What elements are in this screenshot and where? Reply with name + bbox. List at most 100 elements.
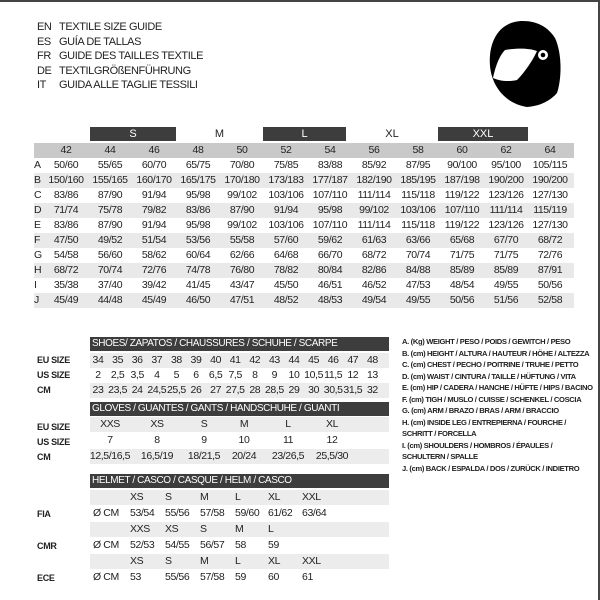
table-cell: 190/200	[488, 174, 524, 186]
glove-size-cell: 25,5/30	[315, 450, 349, 462]
table-cell: 127/130	[532, 219, 568, 231]
column-header: 44	[104, 144, 116, 156]
table-cell: 62/66	[229, 249, 255, 261]
title-text: GUÍA DE TALLAS	[59, 35, 142, 48]
glove-row-label: EU SIZE	[37, 422, 70, 432]
table-cell: 44/48	[97, 294, 123, 306]
helmet-value-cell: 63/64	[302, 507, 327, 519]
shoes-header: SHOES/ ZAPATOS / CHAUSSURES / SCHUHE / S…	[90, 337, 389, 351]
shoe-size-cell: 10	[288, 369, 300, 381]
shoe-size-cell: 44	[288, 354, 300, 366]
glove-size-cell: 7	[107, 434, 113, 446]
table-cell: 99/102	[359, 204, 389, 216]
table-cell: 119/122	[444, 189, 480, 201]
helmet-size-cell: XL	[268, 491, 281, 503]
helmet-value-cell: 55/56	[165, 571, 190, 583]
shoe-size-cell: 27	[210, 384, 222, 396]
legend-line: SCHRITT / FORCELLA	[402, 429, 477, 438]
table-cell: 99/102	[227, 219, 257, 231]
table-cell: 47/51	[229, 294, 255, 306]
table-cell: 83/86	[185, 204, 211, 216]
table-cell: 78/82	[273, 264, 299, 276]
helmet-size-cell: XS	[165, 523, 179, 535]
helmet-size-cell: M	[200, 555, 209, 567]
table-cell: 95/98	[185, 219, 211, 231]
table-cell: 39/42	[141, 279, 167, 291]
lang-code: IT	[37, 79, 46, 91]
shoe-size-cell: 11,5	[324, 369, 343, 381]
table-cell: 187/198	[444, 174, 480, 186]
glove-size-cell: 11	[282, 434, 294, 446]
table-cell: 46/52	[361, 279, 387, 291]
shoe-size-cell: 48	[366, 354, 378, 366]
shoe-size-cell: 10,5	[304, 369, 324, 381]
title-text: TEXTILE SIZE GUIDE	[59, 21, 162, 33]
helmet-value-cell: 53/54	[130, 507, 155, 519]
column-header: 64	[544, 144, 556, 156]
helmet-value-cell: 55/56	[165, 507, 190, 519]
table-cell: 70/80	[229, 159, 255, 171]
helmet-value-row: Ø CM 53 55/56 57/58 59 60 61	[90, 570, 389, 585]
helmet-value-cell: 54/55	[165, 539, 190, 551]
title-de: DE TEXTILGRÖßENFÜHRUNG	[37, 64, 203, 79]
shoe-size-cell: 5	[173, 369, 180, 381]
helmet-size-cell: S	[165, 491, 172, 503]
glove-size-cell: XS	[150, 418, 164, 430]
shoe-size-row: 34 35 36 37 38 39 40 41 42 43 44 45 46 47 48	[90, 353, 389, 368]
legend-line: H. (cm) INSIDE LEG / ENTREPIERNA / FOURC…	[402, 417, 567, 427]
shoe-size-cell: 28	[249, 384, 261, 396]
column-header: 62	[500, 144, 512, 156]
helmet-size-cell: XXL	[302, 491, 321, 503]
table-cell: 48/53	[317, 294, 343, 306]
table-cell: 45/50	[273, 279, 299, 291]
table-cell: 64/68	[273, 249, 299, 261]
shoe-size-cell: 23	[92, 384, 104, 396]
table-cell: 84/88	[405, 264, 431, 276]
table-cell: 79/82	[141, 204, 167, 216]
table-cell: 107/110	[444, 204, 480, 216]
shoe-size-cell: 4	[154, 369, 160, 381]
glove-row-label: US SIZE	[37, 437, 70, 447]
table-cell: 177/187	[312, 174, 348, 186]
helmet-size-cell: L	[235, 491, 241, 503]
shoe-size-cell: 27,5	[225, 384, 245, 396]
table-cell: 123/126	[488, 189, 524, 201]
table-cell: 70/74	[405, 249, 431, 261]
table-cell: 105/115	[532, 159, 568, 171]
lang-code: FR	[37, 50, 51, 62]
table-cell: 170/180	[224, 174, 260, 186]
size-group-xl: XL	[385, 128, 399, 140]
glove-size-cell: 16,5/19	[140, 450, 174, 462]
glove-size-cell: L	[285, 418, 291, 430]
column-header: 50	[236, 144, 248, 156]
helmet-unit: Ø CM	[93, 539, 119, 551]
table-cell: 83/88	[317, 159, 343, 171]
table-cell: 173/183	[268, 174, 304, 186]
table-cell: 111/114	[357, 219, 391, 231]
legend-line: G. (cm) ARM / BRAZO / BRAS / ARM / BRACC…	[402, 406, 559, 415]
table-cell: 123/126	[488, 219, 524, 231]
table-cell: 70/74	[97, 264, 123, 276]
legend-line: D. (cm) WAIST / CINTURA / TAILLE / HÜFTU…	[402, 371, 576, 381]
table-cell: 68/72	[537, 234, 563, 246]
column-header: 56	[368, 144, 380, 156]
helmet-unit: Ø CM	[93, 507, 119, 519]
size-group-s: S	[90, 127, 176, 141]
table-cell: 35/38	[53, 279, 79, 291]
shoe-size-cell: 25,5	[166, 384, 186, 396]
helmet-value-row: Ø CM 52/53 54/55 56/57 58 59	[90, 538, 389, 553]
shoe-size-cell: 38	[170, 354, 182, 366]
helmet-value-cell: 52/53	[130, 539, 155, 551]
table-cell: 82/86	[361, 264, 387, 276]
table-cell: 50/56	[449, 294, 475, 306]
shoe-size-cell: 3,5	[130, 369, 144, 381]
table-cell: 66/70	[317, 249, 343, 261]
shoe-size-cell: 24,5	[147, 384, 167, 396]
table-cell: 95/98	[317, 204, 343, 216]
table-cell: 60/70	[141, 159, 167, 171]
row-label: F	[34, 234, 41, 246]
table-cell: 45/49	[53, 294, 79, 306]
table-cell: 58/62	[141, 249, 167, 261]
legend-line: B. (cm) HEIGHT / ALTURA / HAUTEUR / HÖHE…	[402, 348, 590, 358]
table-row: F 47/50 49/52 51/54 53/56 55/58 57/60 59/62 61/6…	[34, 233, 574, 248]
